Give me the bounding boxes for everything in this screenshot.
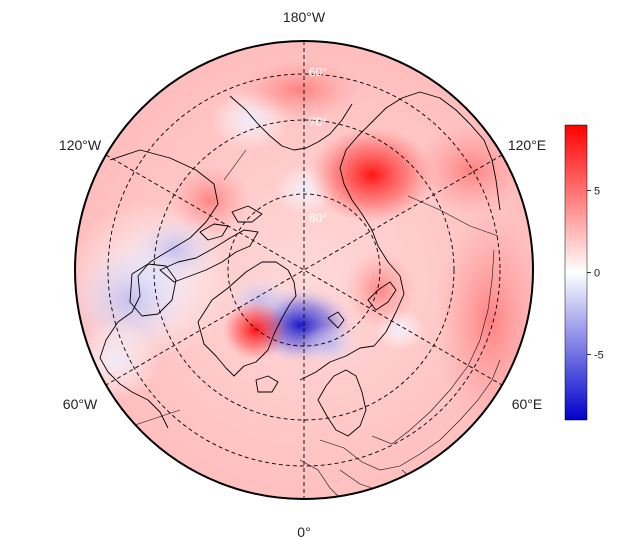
longitude-label-0: 0° [297, 524, 310, 540]
eurasia-coast [299, 91, 501, 381]
greenland-outline [197, 261, 297, 377]
graticule [105, 41, 503, 499]
longitude-label-60w: 60°W [63, 396, 98, 412]
latitude-label-60: 60° [309, 65, 327, 79]
longitude-label-60e: 60°E [512, 396, 543, 412]
scandinavia-coast [317, 369, 367, 437]
latitude-labels: 60° 70° 80° [309, 65, 327, 225]
colorbar-tick-label: -5 [594, 349, 604, 361]
longitude-label-120e: 120°E [508, 137, 546, 153]
latitude-label-70: 70° [309, 115, 327, 129]
novaya-zemlya [367, 281, 397, 311]
latitude-circle-70 [153, 119, 455, 421]
colorbar-ticks: 5 0 -5 [587, 186, 604, 361]
longitude-labels: 180°W 120°W 120°E 60°W 60°E 0° [59, 9, 546, 540]
coastlines [99, 91, 501, 437]
svalbard [327, 311, 345, 329]
meridian-120E-60W [105, 154, 503, 386]
colorbar: 5 0 -5 [564, 124, 604, 421]
canadian-archipelago [159, 205, 263, 283]
meridian-60E-120W [105, 154, 503, 386]
anomaly-field [75, 41, 533, 499]
longitude-label-120w: 120°W [59, 137, 102, 153]
iceland [255, 375, 279, 393]
latitude-circle-60 [107, 73, 501, 467]
latitude-label-80: 80° [309, 211, 327, 225]
north-america-coast [99, 149, 219, 429]
map-boundary [74, 40, 534, 500]
alaska-coast [229, 95, 353, 151]
colorbar-gradient [564, 124, 588, 421]
colorbar-tick-label: 5 [594, 186, 600, 198]
colorbar-tick-label: 0 [594, 268, 600, 280]
east-siberia-warm-anomaly [310, 127, 434, 223]
longitude-label-180w: 180°W [283, 9, 326, 25]
